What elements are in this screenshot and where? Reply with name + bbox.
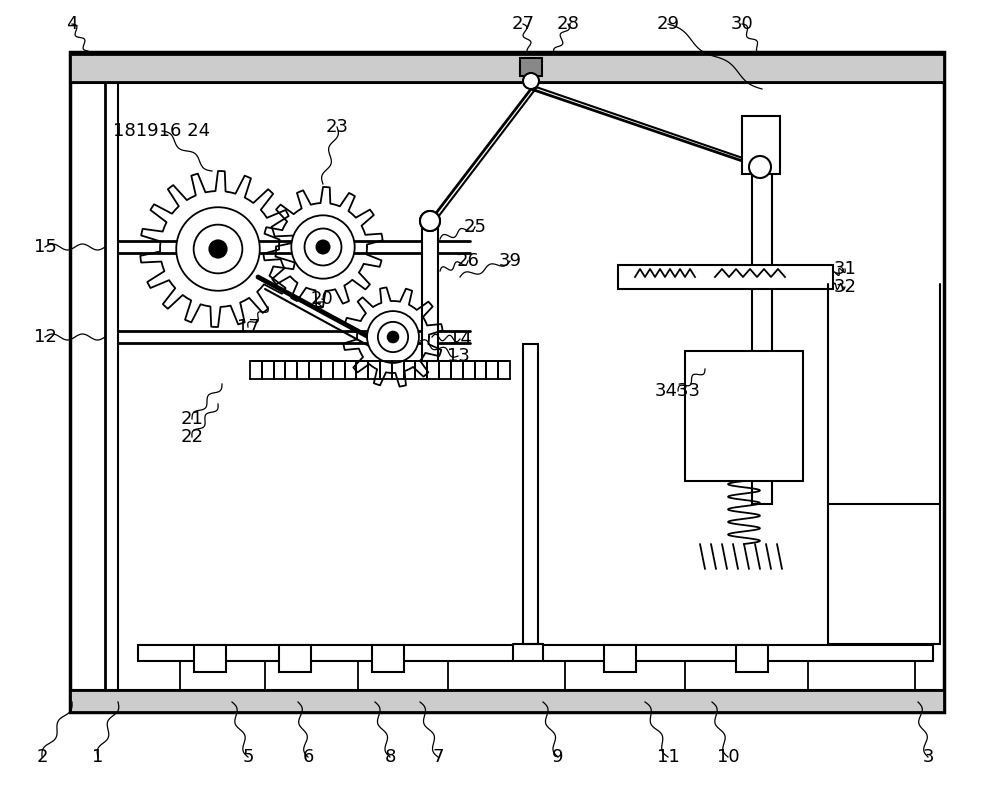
Text: 21: 21 [181,410,203,428]
Circle shape [523,73,539,89]
Circle shape [176,207,260,291]
Text: 3: 3 [922,748,934,766]
Bar [752,124,772,504]
Text: 17: 17 [237,318,259,336]
Bar [138,645,513,661]
Circle shape [305,229,341,265]
Bar [618,265,833,289]
Text: 4: 4 [66,15,78,33]
Bar [70,52,944,712]
Text: 11: 11 [657,748,679,766]
Text: 9: 9 [552,748,564,766]
Circle shape [367,311,419,363]
Bar [70,54,944,82]
Circle shape [420,211,440,231]
Circle shape [316,240,330,253]
Bar [543,645,933,661]
Text: 5: 5 [242,748,254,766]
Text: 2: 2 [36,748,48,766]
Text: 15: 15 [34,238,56,256]
Circle shape [420,211,440,231]
Text: 26: 26 [457,252,479,270]
Text: 181916 24: 181916 24 [113,122,211,140]
Circle shape [209,240,227,258]
Bar [736,645,768,672]
Text: 23: 23 [326,118,349,136]
Text: 30: 30 [731,15,753,33]
Bar [685,351,803,481]
Bar [520,58,542,76]
Bar [70,690,944,712]
Text: 22: 22 [180,428,204,446]
Text: 20: 20 [311,290,333,308]
Circle shape [194,225,242,273]
Text: 8: 8 [384,748,396,766]
Circle shape [388,332,398,343]
Text: 7: 7 [432,748,444,766]
Bar [279,645,311,672]
Text: 28: 28 [557,15,579,33]
Bar [422,221,438,361]
Text: 31: 31 [834,260,856,278]
Text: 1: 1 [92,748,104,766]
Text: 12: 12 [34,328,56,346]
Bar [194,645,226,672]
Text: 32: 32 [834,278,856,296]
Bar [372,645,404,672]
Text: 13: 13 [447,347,469,365]
Text: 6: 6 [302,748,314,766]
Bar [742,116,780,174]
Text: 25: 25 [464,218,486,236]
Circle shape [291,215,355,279]
Text: 14: 14 [449,330,471,348]
Circle shape [378,322,408,352]
Text: 3433: 3433 [655,382,701,400]
Text: 39: 39 [498,252,522,270]
Text: 10: 10 [717,748,739,766]
Circle shape [749,156,771,178]
Bar [604,645,636,672]
Text: 29: 29 [656,15,680,33]
Text: 27: 27 [512,15,534,33]
